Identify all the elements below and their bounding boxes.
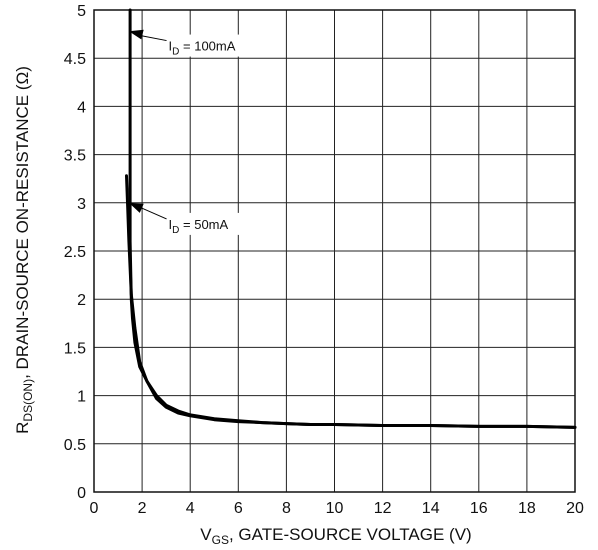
y-tick-label: 0 [77, 485, 86, 502]
y-axis-title: RDS(ON), DRAIN-SOURCE ON-RESISTANCE (Ω) [13, 66, 35, 434]
annotation-arrowhead [128, 29, 144, 40]
x-tick-label: 0 [90, 500, 99, 517]
y-tick-label: 5 [77, 3, 86, 20]
plot-frame [93, 9, 576, 493]
annotation-label-2: ID = 50mA [169, 217, 229, 236]
y-tick-label: 4.5 [64, 51, 86, 68]
y-tick-label: 2.5 [64, 244, 86, 261]
annotation-background [165, 34, 264, 57]
y-tick-label: 1.5 [64, 340, 86, 357]
x-tick-label: 2 [138, 500, 147, 517]
x-tick-label: 6 [234, 500, 243, 517]
x-tick-label: 10 [326, 500, 344, 517]
series-line-2 [125, 174, 577, 429]
x-tick-label: 16 [470, 500, 488, 517]
y-tick-label: 1 [77, 389, 86, 406]
annotation-leader [138, 34, 167, 42]
x-tick-label: 8 [282, 500, 291, 517]
y-tick-label: 3 [77, 196, 86, 213]
grid [93, 9, 576, 493]
x-tick-label: 14 [422, 500, 440, 517]
x-tick-label: 18 [518, 500, 536, 517]
x-tick-label: 20 [566, 500, 584, 517]
annotation-background [165, 212, 264, 235]
x-tick-label: 12 [374, 500, 392, 517]
annotation-label-1: ID = 100mA [169, 39, 236, 58]
series-layer [125, 8, 577, 429]
annotation-arrowhead [128, 202, 144, 213]
y-tick-label: 2 [77, 292, 86, 309]
y-tick-label: 3.5 [64, 148, 86, 165]
y-tick-label: 4 [77, 99, 86, 116]
x-axis-title: VGS, GATE-SOURCE VOLTAGE (V) [200, 525, 471, 547]
y-tick-label: 0.5 [64, 437, 86, 454]
tick-labels: 0 2 4 6 8 10 12 14 16 18 20 0 0.5 1 1.5 2 2.5 3 3.5 4 4.5 5 [64, 3, 584, 517]
x-tick-label: 4 [186, 500, 195, 517]
annotations: ID = 100mA ID = 50mA [128, 29, 264, 236]
annotation-leader [138, 206, 167, 220]
